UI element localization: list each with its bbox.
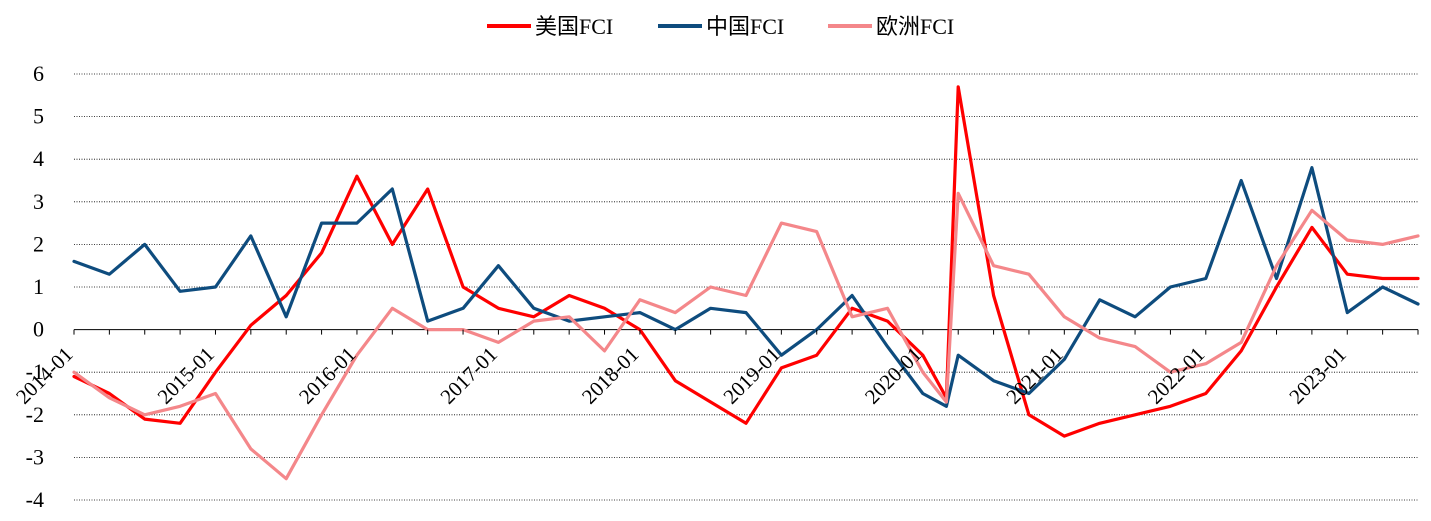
y-tick-label: 2 [33,231,44,256]
y-tick-label: -4 [26,487,44,512]
x-tick-label: 2016-01 [294,342,360,408]
x-tick-label: 2014-01 [11,342,77,408]
y-tick-label: 4 [33,146,44,171]
series-line-3 [72,191,1420,481]
x-tick-label: 2022-01 [1143,342,1209,408]
y-tick-label: -2 [26,402,44,427]
y-tick-label: 6 [33,61,44,86]
legend: 美国FCI 中国FCI 欧洲FCI [487,14,954,39]
x-axis: 2014-01 2015-01 2016-01 2017-01 2018-01 2019-… [11,329,1419,409]
x-tick-label: 2018-01 [577,342,643,408]
x-tick-label: 2023-01 [1284,342,1350,408]
y-axis: 6 5 4 3 2 1 0 -1 -2 -3 -4 [26,61,1418,512]
y-tick-label: -3 [26,444,44,469]
series-lines [72,85,1420,481]
legend-label-3: 欧洲FCI [876,14,954,39]
y-tick-label: -1 [26,359,44,384]
legend-label-2: 中国FCI [706,14,784,39]
y-tick-label: 1 [33,274,44,299]
series-line-2 [72,166,1420,408]
y-tick-label: 3 [33,189,44,214]
x-tick-label: 2015-01 [153,342,219,408]
x-tick-label: 2017-01 [435,342,501,408]
legend-label-1: 美国FCI [535,14,613,39]
gridlines [74,73,1418,501]
y-tick-label: 0 [33,317,44,342]
y-tick-label: 5 [33,104,44,129]
